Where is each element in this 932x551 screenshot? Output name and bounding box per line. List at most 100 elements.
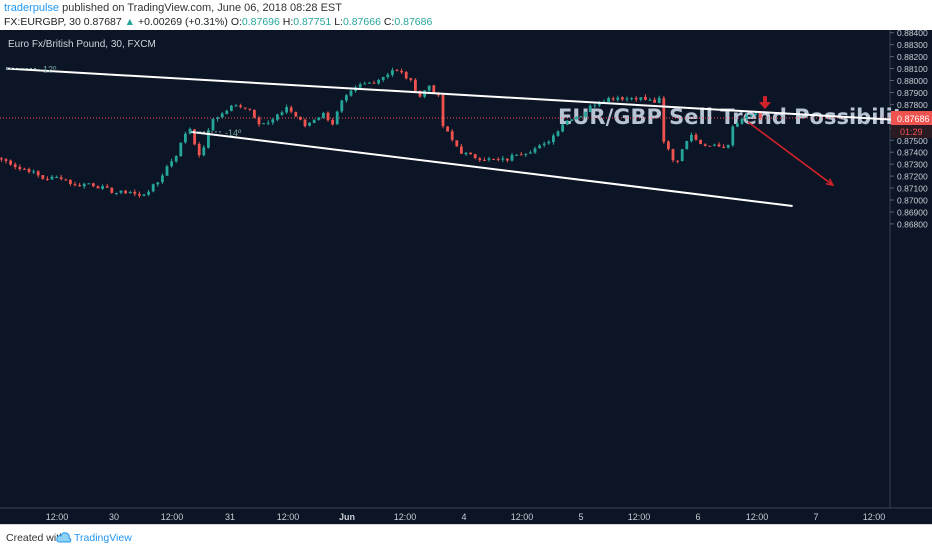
candle-body [322, 112, 325, 118]
candle-body [147, 191, 150, 195]
created-with-text: Created with [6, 532, 65, 544]
upper-angle-label: -12º [40, 65, 57, 75]
candle-body [570, 119, 574, 121]
down-arrow-marker-icon [759, 96, 771, 110]
candle-body [276, 114, 279, 120]
candle-body [220, 113, 224, 118]
candle-body [73, 184, 77, 186]
candle-body [736, 123, 739, 127]
candle-body [446, 126, 449, 132]
candle-body [41, 175, 45, 179]
chart-area[interactable]: 0.88400 0.88300 0.88200 0.88100 0.88000 0.879… [0, 30, 932, 524]
candle-body [395, 69, 399, 71]
candle-body [542, 143, 546, 146]
candle-body [749, 114, 753, 116]
candle-body [515, 154, 518, 156]
candle-body [188, 128, 192, 134]
candle-body [634, 97, 638, 100]
candle-body [124, 190, 127, 194]
candle-body [662, 98, 666, 142]
candle-body [510, 154, 514, 161]
candle-body [13, 164, 17, 168]
candle-body [450, 131, 454, 140]
y-tick-label: 0.87500 [897, 136, 928, 146]
candle-body [156, 182, 160, 185]
y-tick-label: 0.87000 [897, 196, 928, 206]
candle-body [630, 98, 633, 100]
candle-body [427, 85, 431, 91]
candle-body [621, 97, 624, 100]
candle-body [312, 119, 316, 123]
candle-body [202, 147, 206, 156]
candle-body [625, 98, 629, 100]
candle-body [266, 122, 270, 124]
candle-body [128, 191, 132, 194]
candle-body [280, 112, 284, 115]
candle-body [607, 97, 610, 102]
candle-body [496, 159, 500, 161]
candle-body [381, 76, 385, 80]
candle-body [248, 108, 252, 110]
candle-body [653, 99, 656, 103]
candle-body [174, 156, 178, 162]
footer-bar: Created with TradingView [0, 524, 932, 551]
open-value: 0.87696 [241, 16, 280, 28]
chart-header: traderpulse published on TradingView.com… [0, 0, 932, 30]
candle-body [377, 80, 380, 84]
countdown-badge [891, 125, 932, 139]
y-tick-label: 0.87400 [897, 148, 928, 158]
candle-body [372, 82, 376, 84]
candle-body [225, 110, 229, 114]
candle-body [133, 191, 137, 194]
candle-body [271, 119, 275, 123]
candle-body [694, 134, 698, 140]
candle-body [69, 179, 72, 184]
up-triangle-icon: ▲ [124, 16, 136, 28]
y-tick-label: 0.88100 [897, 64, 928, 74]
tradingview-link[interactable]: TradingView [74, 532, 132, 544]
x-tick-label: 31 [225, 512, 235, 522]
forecast-arrow [747, 121, 834, 186]
candle-body [78, 185, 81, 187]
candle-body [358, 84, 362, 88]
candle-body [644, 96, 647, 100]
x-tick-label: 6 [695, 512, 700, 522]
y-tick-label: 0.88400 [897, 30, 928, 38]
candle-body [731, 126, 735, 146]
candle-body [331, 119, 334, 125]
candle-body [400, 70, 403, 73]
candle-body [685, 141, 689, 150]
x-tick-label: Jun [339, 512, 355, 522]
chart-title: Euro Fx/British Pound, 30, FXCM [8, 39, 156, 50]
candle-body [708, 145, 712, 147]
author-link[interactable]: traderpulse [4, 2, 60, 14]
candle-body [59, 177, 63, 180]
candle-body [349, 90, 353, 96]
candle-body [538, 145, 541, 149]
candle-body [648, 99, 652, 101]
candle-body [368, 82, 371, 84]
candle-body [46, 178, 49, 180]
candle-body [4, 159, 8, 161]
candle-body [473, 154, 477, 158]
last-price: 0.87687 [83, 16, 122, 28]
candle-body [667, 141, 670, 150]
change-value: +0.00269 (+0.31%) [137, 16, 228, 28]
x-tick-label: 12:00 [46, 512, 69, 522]
candle-body [524, 153, 528, 155]
candle-body [92, 183, 95, 187]
candle-body [207, 130, 210, 148]
x-tick-label: 12:00 [511, 512, 534, 522]
candle-body [726, 144, 730, 148]
candle-body [257, 117, 261, 125]
candle-body [289, 107, 293, 112]
x-tick-label: 12:00 [277, 512, 300, 522]
price-chart[interactable]: 0.88400 0.88300 0.88200 0.88100 0.88000 0.879… [0, 30, 932, 524]
candle-body [598, 102, 601, 106]
candle-body [32, 171, 35, 173]
upper-trendline [5, 67, 932, 123]
candle-body [87, 183, 91, 185]
candle-body [616, 97, 620, 100]
candle-body [699, 139, 702, 144]
candle-body [547, 141, 551, 144]
